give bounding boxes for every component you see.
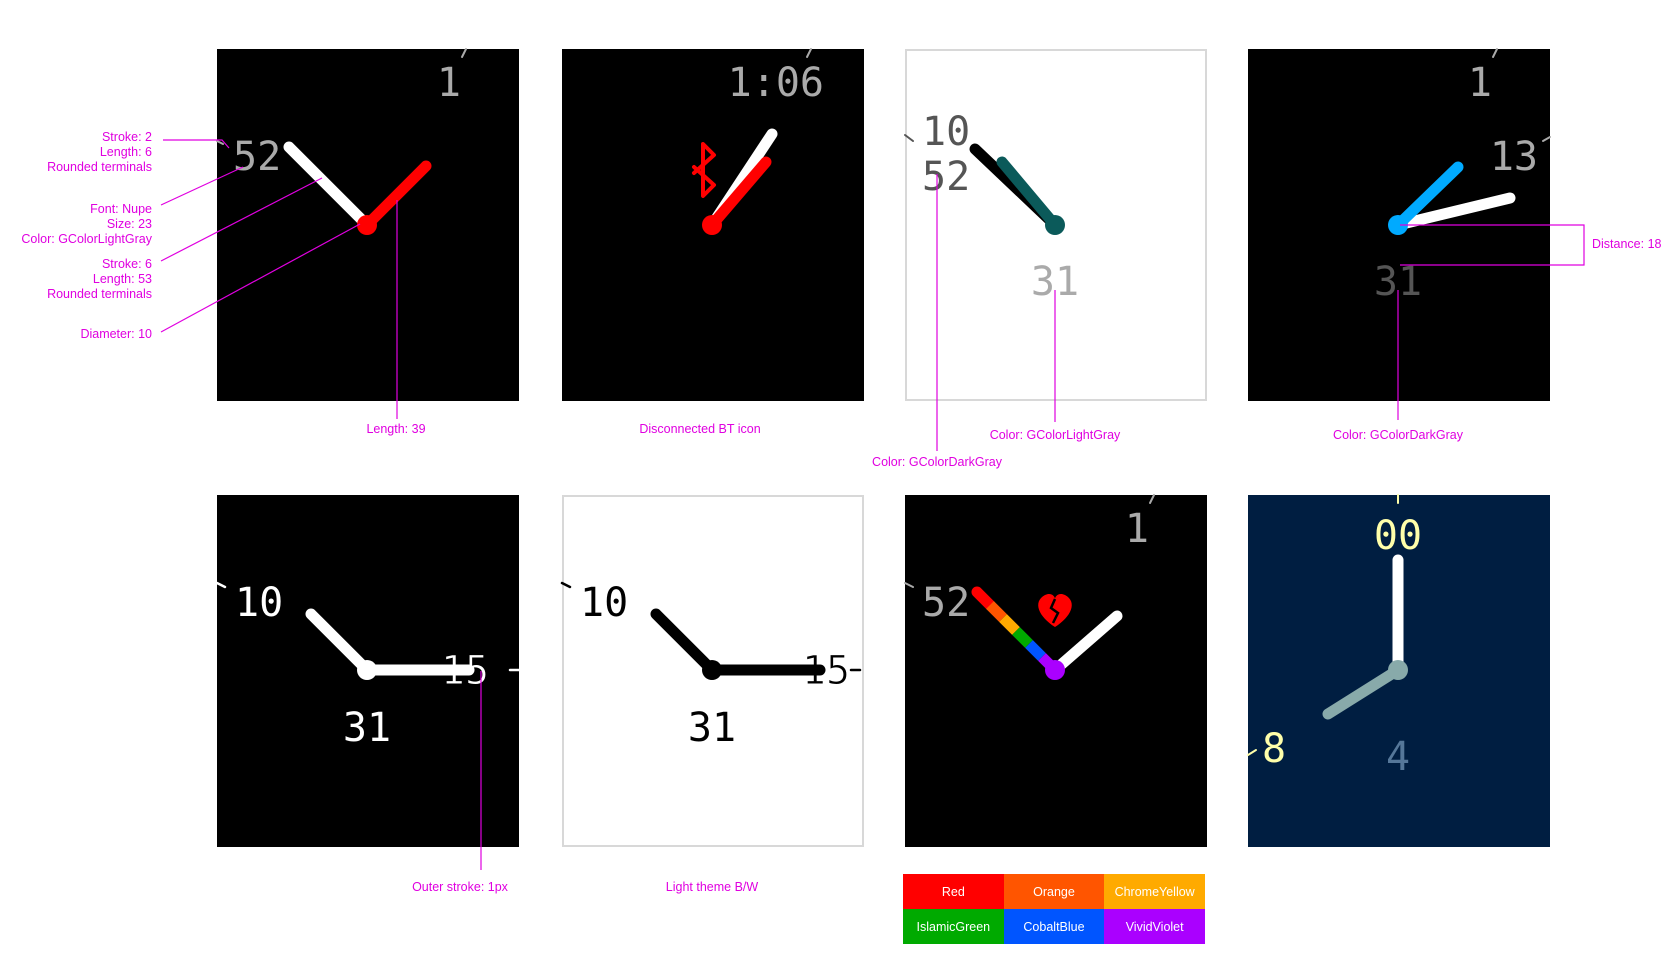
minute-label: 00 xyxy=(1374,513,1422,559)
hour-tick xyxy=(1247,749,1257,756)
font-color-label: Color: GColorLightGray xyxy=(21,232,152,246)
font-annotation: Font: Nupe Size: 23 Color: GColorLightGr… xyxy=(21,202,152,247)
broken-heart-icon xyxy=(1038,593,1072,627)
dark-gray-annotation-f3: Color: GColorDarkGray xyxy=(872,455,1002,469)
time-label: 1:06 xyxy=(728,60,824,106)
color-legend: Red Orange ChromeYellow IslamicGreen Cob… xyxy=(903,874,1205,944)
diameter-annotation: Diameter: 10 xyxy=(80,327,152,341)
swatch-cobalt-blue: CobaltBlue xyxy=(1003,909,1105,944)
minute-tick xyxy=(904,582,914,588)
tick-terminals-label: Rounded terminals xyxy=(47,160,152,174)
minute-tick xyxy=(216,140,224,145)
light-theme-annotation: Light theme B/W xyxy=(665,880,759,894)
hand-annotation: Stroke: 6 Length: 53 Rounded terminals xyxy=(47,257,152,302)
hour-hand xyxy=(650,608,718,676)
font-size-label: Size: 23 xyxy=(106,217,152,231)
rainbow-minute-hand xyxy=(971,586,1059,674)
center-dot xyxy=(357,215,377,235)
center-dot xyxy=(1388,660,1408,680)
center-dot xyxy=(357,660,377,680)
hour-tick xyxy=(560,581,572,589)
hour-hand xyxy=(1392,161,1464,231)
watchface-bt-disconnected: 1:06 xyxy=(562,48,864,401)
watchface-light: 10 52 31 xyxy=(904,49,1207,401)
bt-disconnected-icon xyxy=(692,142,716,198)
hand-stroke-label: Stroke: 6 xyxy=(101,257,152,271)
minute-label: 13 xyxy=(1490,134,1538,180)
swatch-islamic-green: IslamicGreen xyxy=(903,909,1004,944)
center-dot xyxy=(702,215,722,235)
date-label: 4 xyxy=(1386,734,1410,780)
tick-stroke-label: Stroke: 2 xyxy=(101,130,152,144)
watchface-outer-stroke: 10 15 31 xyxy=(215,495,521,847)
hour-tick xyxy=(1492,48,1498,58)
font-name-label: Font: Nupe xyxy=(90,202,152,216)
minute-label: 52 xyxy=(922,580,970,626)
center-dot xyxy=(702,660,722,680)
hour-tick xyxy=(904,134,914,142)
swatch-red: Red xyxy=(903,874,1004,909)
swatch-label: CobaltBlue xyxy=(1023,919,1085,934)
center-dot xyxy=(1045,215,1065,235)
bt-icon-annotation: Disconnected BT icon xyxy=(639,422,761,436)
hand-terminals-label: Rounded terminals xyxy=(47,287,152,301)
swatch-chrome-yellow: ChromeYellow xyxy=(1104,874,1205,909)
date-label: 31 xyxy=(688,705,736,751)
distance-annotation: Distance: 18 xyxy=(1592,237,1662,251)
hour-tick xyxy=(461,48,467,58)
swatch-label: Red xyxy=(941,884,965,899)
minute-hand xyxy=(283,141,373,231)
hour-hand xyxy=(361,160,432,231)
hour-hand xyxy=(706,156,772,231)
hour-hand xyxy=(305,608,373,676)
date-label: 31 xyxy=(343,705,391,751)
hour-label: 10 xyxy=(922,109,970,155)
length39-annotation: Length: 39 xyxy=(366,422,426,436)
hour-label: 10 xyxy=(580,580,628,626)
hour-hand xyxy=(996,156,1061,231)
swatch-label: IslamicGreen xyxy=(916,919,991,934)
watchface-light-bw: 10 15 31 xyxy=(560,495,864,847)
hour-tick xyxy=(1149,494,1155,504)
swatch-vivid-violet: VividViolet xyxy=(1104,909,1205,944)
hour-label: 1 xyxy=(1125,506,1149,552)
swatch-label: Orange xyxy=(1033,884,1075,899)
light-gray-annotation: Color: GColorLightGray xyxy=(989,428,1121,442)
watchface-rainbow: 1 52 xyxy=(904,494,1207,847)
center-dot xyxy=(1388,215,1408,235)
hour-label: 1 xyxy=(1468,60,1492,106)
hour-label: 10 xyxy=(235,580,283,626)
minute-label: 52 xyxy=(922,154,970,200)
hand-length-label: Length: 53 xyxy=(92,272,152,286)
minute-label: 52 xyxy=(233,134,281,180)
hour-label: 1 xyxy=(437,60,461,106)
watchface-navy: 00 8 4 xyxy=(1247,494,1550,847)
hour-hand xyxy=(1322,664,1404,720)
center-dot xyxy=(1045,660,1065,680)
tick-length-label: Length: 6 xyxy=(99,145,152,159)
hour-hand xyxy=(1049,610,1123,676)
swatch-orange: Orange xyxy=(1003,874,1105,909)
hour-tick xyxy=(215,581,227,589)
dark-gray-annotation-f4: Color: GColorDarkGray xyxy=(1333,428,1463,442)
hour-tick xyxy=(806,48,812,58)
minute-tick xyxy=(1542,136,1551,142)
swatch-label: VividViolet xyxy=(1125,919,1184,934)
outer-stroke-annotation: Outer stroke: 1px xyxy=(412,880,508,894)
swatch-label: ChromeYellow xyxy=(1114,884,1195,899)
hour-label: 8 xyxy=(1262,726,1286,772)
minute-hand xyxy=(1392,192,1516,231)
tick-annotation: Stroke: 2 Length: 6 Rounded terminals xyxy=(47,130,152,175)
watchface-default: 1 52 xyxy=(216,48,519,401)
